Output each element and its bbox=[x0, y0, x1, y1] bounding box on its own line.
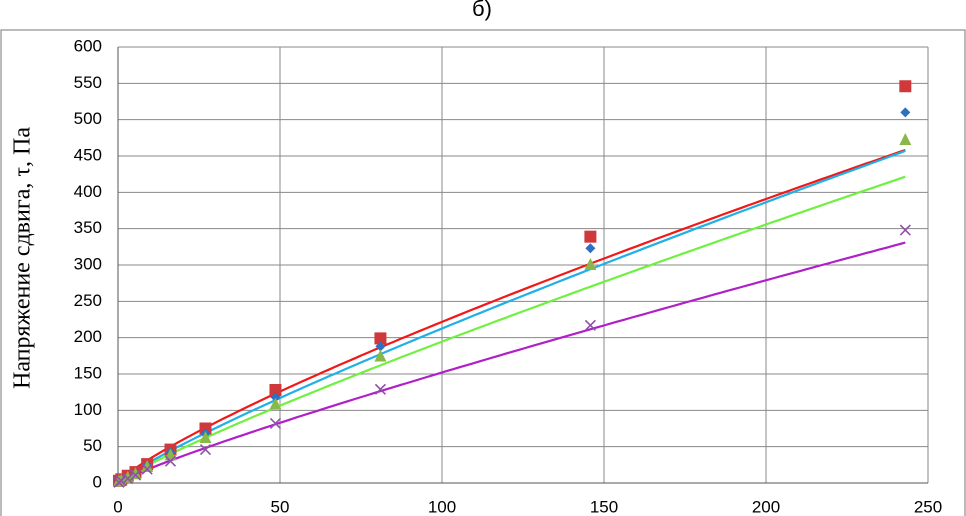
marker bbox=[270, 392, 281, 403]
marker bbox=[115, 475, 127, 487]
y-tick-label: 0 bbox=[93, 472, 102, 491]
y-tick-label: 300 bbox=[74, 254, 102, 273]
y-tick-label: 450 bbox=[74, 145, 102, 164]
marker bbox=[899, 224, 911, 236]
marker bbox=[129, 469, 142, 481]
marker bbox=[122, 473, 134, 485]
y-tick-label: 600 bbox=[74, 36, 102, 55]
marker bbox=[199, 422, 212, 435]
trend-line bbox=[118, 241, 906, 484]
marker bbox=[584, 258, 597, 270]
y-axis-label: Напряжение сдвига, τ, Па bbox=[10, 127, 36, 389]
y-tick-label: 400 bbox=[74, 182, 102, 201]
marker bbox=[164, 455, 177, 467]
marker bbox=[899, 80, 912, 93]
marker bbox=[584, 230, 597, 243]
marker bbox=[374, 383, 387, 395]
y-tick-label: 350 bbox=[74, 218, 102, 237]
marker bbox=[375, 341, 386, 352]
marker bbox=[374, 332, 387, 345]
trend-line bbox=[118, 175, 906, 484]
chart-border bbox=[0, 29, 966, 516]
marker bbox=[141, 463, 153, 475]
marker bbox=[269, 397, 282, 410]
x-tick-label: 200 bbox=[752, 497, 780, 516]
marker bbox=[199, 444, 212, 456]
trend-line bbox=[118, 148, 906, 483]
y-tick-label: 150 bbox=[74, 363, 102, 382]
y-tick-label: 50 bbox=[83, 436, 102, 455]
x-tick-label: 0 bbox=[113, 497, 122, 516]
trend-line bbox=[118, 149, 906, 483]
x-tick-label: 250 bbox=[914, 497, 942, 516]
marker bbox=[900, 107, 911, 118]
title-bg bbox=[400, 0, 570, 29]
marker bbox=[584, 319, 596, 331]
marker bbox=[374, 349, 387, 362]
y-tick-label: 200 bbox=[74, 327, 102, 346]
chart-title: б) bbox=[472, 0, 492, 21]
x-tick-label: 50 bbox=[271, 497, 290, 516]
marker bbox=[585, 243, 596, 254]
y-tick-label: 100 bbox=[74, 400, 102, 419]
marker bbox=[269, 417, 282, 429]
marker bbox=[269, 383, 282, 396]
y-tick-label: 500 bbox=[74, 109, 102, 128]
y-tick-label: 550 bbox=[74, 73, 102, 92]
x-tick-label: 150 bbox=[590, 497, 618, 516]
marker bbox=[141, 460, 154, 473]
marker bbox=[129, 467, 142, 480]
y-tick-label: 250 bbox=[74, 291, 102, 310]
marker bbox=[199, 430, 212, 443]
x-tick-label: 100 bbox=[428, 497, 456, 516]
marker bbox=[899, 133, 912, 146]
